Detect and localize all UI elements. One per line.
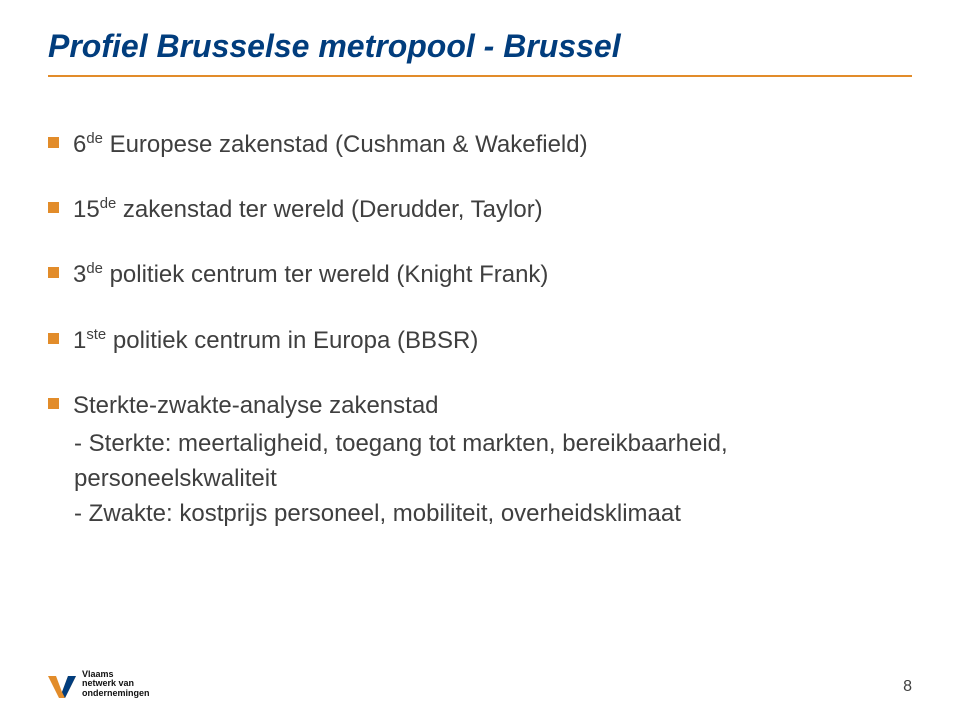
bullet-icon xyxy=(48,137,59,148)
logo-text: Vlaams netwerk van ondernemingen xyxy=(82,670,150,698)
list-item-text: 1ste politiek centrum in Europa (BBSR) xyxy=(73,325,478,356)
bullet-icon xyxy=(48,267,59,278)
superscript: de xyxy=(86,131,103,147)
slide: Profiel Brusselse metropool - Brussel 6d… xyxy=(0,0,960,716)
superscript: de xyxy=(86,261,103,277)
list-item: 6de Europese zakenstad (Cushman & Wakefi… xyxy=(48,129,912,160)
list-item: 3de politiek centrum ter wereld (Knight … xyxy=(48,259,912,290)
list-item-text: 6de Europese zakenstad (Cushman & Wakefi… xyxy=(73,129,588,160)
text-run: 15 xyxy=(73,196,100,223)
text-run: 6 xyxy=(73,131,86,158)
sub-item: - Sterkte: meertaligheid, toegang tot ma… xyxy=(74,427,912,497)
list-item: 1ste politiek centrum in Europa (BBSR) xyxy=(48,325,912,356)
sub-item: - Zwakte: kostprijs personeel, mobilitei… xyxy=(74,497,912,532)
text-run: 3 xyxy=(73,261,86,288)
brand-line-3: ondernemingen xyxy=(82,689,150,698)
bullet-icon xyxy=(48,202,59,213)
logo-mark: Vlaams netwerk van ondernemingen xyxy=(48,670,150,698)
text-run: politiek centrum in Europa (BBSR) xyxy=(106,327,478,354)
superscript: ste xyxy=(86,327,106,343)
page-number: 8 xyxy=(903,678,912,696)
title-rule xyxy=(48,75,912,77)
list-item-text: 3de politiek centrum ter wereld (Knight … xyxy=(73,259,548,290)
list-item-text: 15de zakenstad ter wereld (Derudder, Tay… xyxy=(73,194,543,225)
text-run: politiek centrum ter wereld (Knight Fran… xyxy=(103,261,549,288)
list-item: Sterkte-zwakte-analyse zakenstad - Sterk… xyxy=(48,390,912,532)
bullet-list: 6de Europese zakenstad (Cushman & Wakefi… xyxy=(48,129,912,531)
logo-icon xyxy=(48,676,76,698)
list-item: 15de zakenstad ter wereld (Derudder, Tay… xyxy=(48,194,912,225)
bullet-icon xyxy=(48,333,59,344)
text-run: zakenstad ter wereld (Derudder, Taylor) xyxy=(116,196,542,223)
footer-logo: Vlaams netwerk van ondernemingen xyxy=(48,670,150,698)
sub-list: - Sterkte: meertaligheid, toegang tot ma… xyxy=(74,427,912,531)
slide-title: Profiel Brusselse metropool - Brussel xyxy=(48,28,912,65)
content-area: 6de Europese zakenstad (Cushman & Wakefi… xyxy=(48,129,912,531)
text-run: Europese zakenstad (Cushman & Wakefield) xyxy=(103,131,588,158)
list-item-text: Sterkte-zwakte-analyse zakenstad xyxy=(73,390,439,421)
superscript: de xyxy=(100,196,117,212)
bullet-icon xyxy=(48,398,59,409)
text-run: 1 xyxy=(73,327,86,354)
